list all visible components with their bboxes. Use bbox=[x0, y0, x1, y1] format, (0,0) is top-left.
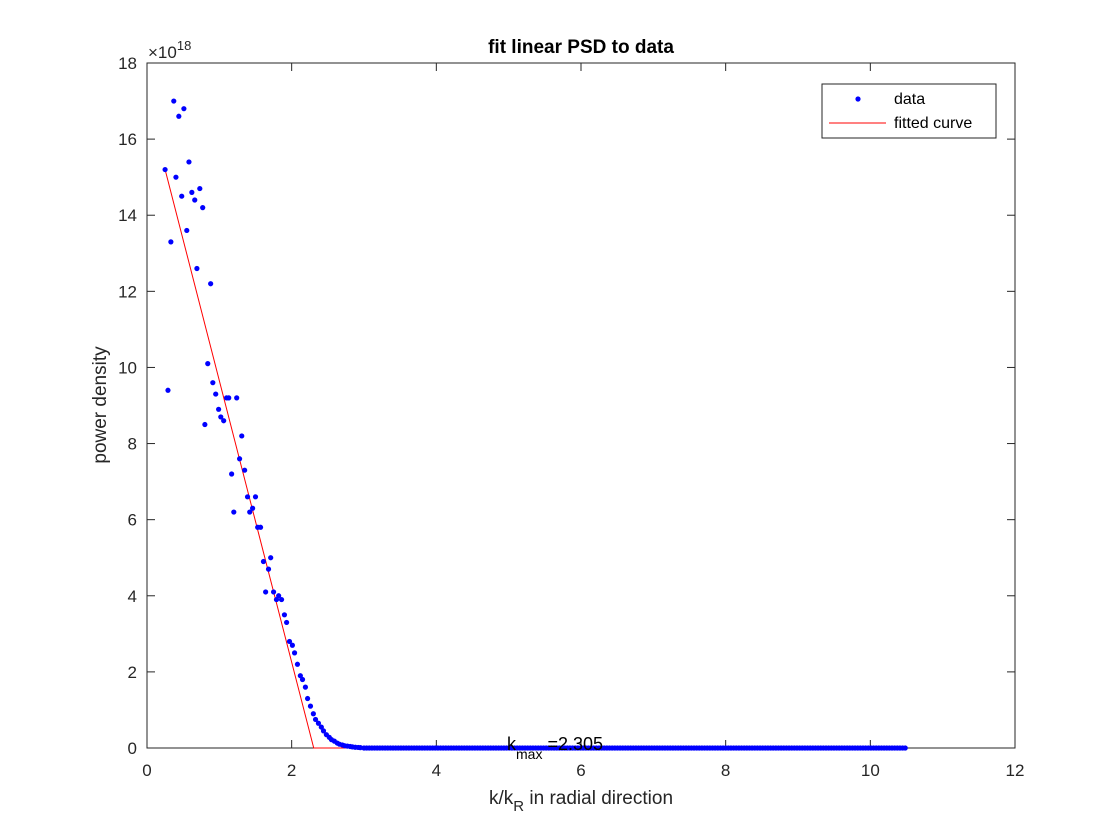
data-point bbox=[242, 467, 248, 473]
data-point bbox=[210, 380, 216, 386]
data-point bbox=[194, 265, 200, 272]
data-point bbox=[192, 197, 198, 203]
plot-area bbox=[146, 62, 1016, 749]
data-point bbox=[165, 387, 171, 393]
data-point bbox=[173, 174, 179, 180]
x-tick-label: 6 bbox=[576, 761, 585, 780]
data-point bbox=[291, 650, 298, 656]
data-point bbox=[231, 509, 237, 515]
data-point bbox=[310, 711, 316, 717]
data-point bbox=[299, 676, 306, 683]
data-point bbox=[270, 589, 277, 595]
x-tick-label: 0 bbox=[142, 761, 151, 780]
x-tick-label: 8 bbox=[721, 761, 730, 780]
data-point bbox=[250, 505, 256, 511]
data-point bbox=[263, 589, 269, 595]
data-point bbox=[236, 456, 243, 462]
y-tick-label: 12 bbox=[118, 282, 137, 301]
data-point bbox=[302, 684, 309, 690]
y-tick-label: 10 bbox=[118, 358, 137, 377]
x-tick-label: 10 bbox=[861, 761, 880, 780]
legend: data fitted curve bbox=[821, 83, 997, 139]
data-point bbox=[320, 728, 327, 734]
x-tick-label: 2 bbox=[287, 761, 296, 780]
x-axis-label: k/kR in radial direction bbox=[489, 788, 673, 815]
data-point bbox=[247, 509, 253, 515]
y-tick-label: 16 bbox=[118, 130, 137, 149]
data-point bbox=[205, 361, 211, 367]
data-point bbox=[221, 418, 227, 424]
y-tick-label: 8 bbox=[128, 435, 137, 454]
y-tick-label: 0 bbox=[128, 739, 137, 758]
data-point bbox=[297, 673, 303, 679]
y-tick-label: 2 bbox=[128, 663, 137, 682]
y-axis-label: power density bbox=[90, 346, 111, 464]
data-point bbox=[252, 494, 259, 500]
data-point bbox=[257, 524, 264, 530]
data-point bbox=[239, 433, 245, 439]
data-point bbox=[902, 745, 908, 751]
y-tick-label: 6 bbox=[128, 511, 137, 530]
data-point bbox=[184, 227, 190, 234]
data-point bbox=[179, 193, 185, 199]
data-point bbox=[284, 619, 290, 626]
data-point bbox=[229, 471, 235, 477]
data-point bbox=[168, 239, 174, 245]
x-tick-label: 4 bbox=[432, 761, 441, 780]
data-point bbox=[176, 113, 182, 119]
data-point bbox=[260, 558, 267, 565]
data-point bbox=[304, 695, 311, 702]
data-point bbox=[200, 205, 206, 211]
data-point bbox=[216, 406, 222, 412]
data-point bbox=[171, 98, 177, 104]
x-tick-label: 12 bbox=[1006, 761, 1025, 780]
data-point bbox=[307, 703, 314, 709]
data-point bbox=[244, 494, 251, 500]
data-point bbox=[289, 642, 295, 648]
data-point bbox=[189, 189, 195, 195]
data-point bbox=[234, 395, 240, 401]
data-point bbox=[268, 555, 274, 561]
data-point bbox=[265, 566, 272, 572]
data-point bbox=[278, 596, 285, 603]
data-point bbox=[197, 185, 203, 192]
data-point bbox=[213, 391, 219, 397]
data-point bbox=[315, 720, 322, 726]
data-point bbox=[186, 159, 192, 165]
legend-data-label: data bbox=[894, 91, 925, 108]
data-point bbox=[273, 596, 280, 603]
data-point bbox=[226, 395, 232, 401]
y-tick-label: 14 bbox=[118, 206, 137, 225]
data-point bbox=[181, 106, 187, 112]
chart-title: fit linear PSD to data bbox=[488, 37, 674, 58]
legend-fit-label: fitted curve bbox=[894, 115, 972, 132]
data-point bbox=[312, 716, 319, 723]
data-point bbox=[281, 612, 288, 618]
legend-box bbox=[821, 83, 997, 139]
data-point bbox=[162, 166, 168, 173]
data-point bbox=[208, 281, 214, 287]
y-tick-label: 4 bbox=[128, 587, 137, 606]
data-point bbox=[218, 414, 224, 420]
y-exponent-label: ×1018 bbox=[148, 38, 191, 62]
data-point bbox=[202, 421, 208, 428]
data-point bbox=[286, 638, 293, 645]
data-point bbox=[276, 593, 282, 599]
data-point bbox=[294, 661, 301, 667]
data-point bbox=[318, 724, 324, 730]
y-tick-label: 18 bbox=[118, 54, 137, 73]
kmax-annotation: kmax =2.305 bbox=[507, 734, 603, 762]
legend-data-marker bbox=[855, 96, 861, 102]
chart-marks bbox=[162, 98, 908, 751]
axis-ticks: 0 2 4 6 8 10 12 0 2 4 6 8 10 12 14 16 18 bbox=[118, 54, 1024, 780]
